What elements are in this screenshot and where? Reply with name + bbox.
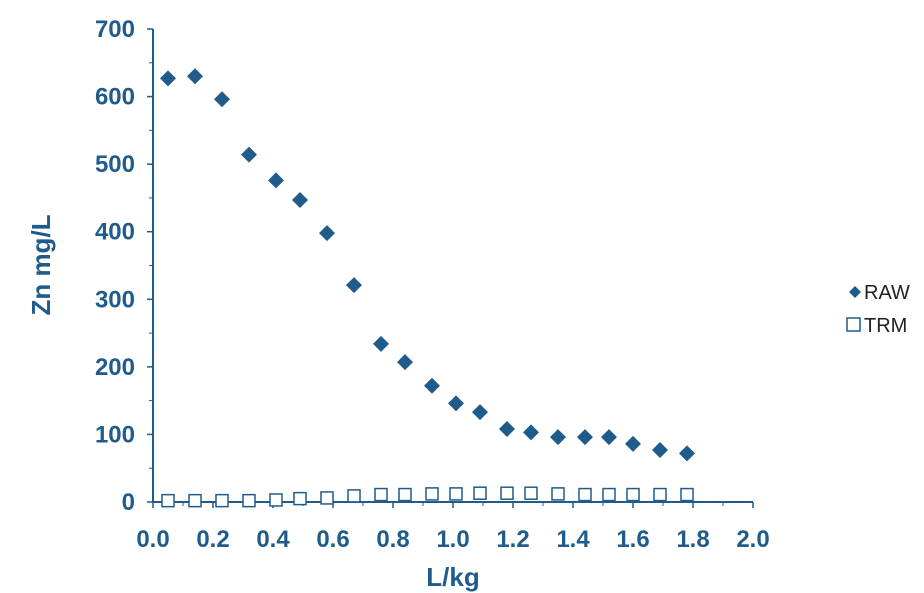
trm-point — [188, 493, 202, 508]
y-tick-labels: 0 100 200 300 400 500 600 700 — [95, 16, 135, 516]
raw-point — [550, 429, 566, 446]
trm-point — [215, 493, 229, 508]
raw-point — [448, 395, 464, 412]
x-tick-label: 0.2 — [196, 526, 229, 553]
trm-point — [320, 491, 334, 505]
y-tick-label: 300 — [95, 286, 135, 313]
x-tick-label: 0.0 — [136, 526, 169, 553]
trm-point — [653, 487, 667, 502]
y-tick-label: 0 — [122, 489, 135, 516]
raw-point — [346, 277, 362, 294]
x-tick-label: 0.4 — [256, 526, 290, 553]
trm-point — [425, 487, 439, 501]
trm-point — [398, 487, 412, 502]
raw-point — [523, 424, 539, 441]
x-tick-label: 0.8 — [376, 526, 409, 553]
y-tick-label: 600 — [95, 84, 135, 111]
y-tick-label: 200 — [95, 354, 135, 381]
raw-point — [214, 91, 230, 108]
y-tick-label: 700 — [95, 16, 135, 43]
raw-point — [652, 441, 668, 458]
y-tick-label: 100 — [95, 421, 135, 448]
y-tick-label: 500 — [95, 151, 135, 178]
trm-point — [293, 491, 307, 506]
y-axis-title: Zn mg/L — [26, 214, 56, 315]
trm-point — [269, 493, 283, 507]
x-tick-label: 1.8 — [676, 526, 709, 553]
trm-point — [449, 487, 463, 501]
raw-point — [319, 225, 335, 242]
raw-point — [160, 70, 176, 87]
x-axis-title: L/kg — [426, 562, 479, 592]
legend-diamond-marker — [849, 286, 861, 298]
x-tick-label: 2.0 — [736, 526, 769, 553]
trm-point — [524, 486, 538, 500]
raw-point — [373, 335, 389, 352]
raw-point — [292, 191, 308, 208]
trm-point — [347, 489, 361, 503]
axes — [147, 28, 754, 508]
raw-point — [397, 354, 413, 371]
x-tick-label: 0.6 — [316, 526, 349, 553]
raw-point — [241, 146, 257, 163]
legend-label-raw: RAW — [864, 282, 910, 304]
x-tick-label: 1.6 — [616, 526, 649, 553]
legend-square-marker — [846, 317, 861, 332]
legend-label-trm: TRM — [864, 315, 907, 337]
legend: RAW TRM — [846, 282, 910, 337]
x-tick-label: 1.4 — [556, 526, 590, 553]
raw-point — [679, 445, 695, 462]
raw-point — [472, 404, 488, 421]
trm-point — [161, 493, 175, 508]
raw-point — [499, 421, 515, 438]
raw-point — [577, 429, 593, 446]
raw-point — [268, 172, 284, 189]
trm-point — [242, 493, 256, 508]
trm-point — [374, 487, 388, 502]
legend-item-trm: TRM — [846, 315, 907, 337]
trm-point — [626, 487, 640, 502]
trm-point — [680, 487, 694, 502]
raw-point — [187, 68, 203, 85]
trm-point — [473, 486, 487, 500]
trm-point — [551, 487, 565, 501]
raw-point — [625, 435, 641, 452]
raw-point — [424, 377, 440, 394]
x-tick-label: 1.0 — [436, 526, 469, 553]
trm-point — [578, 487, 592, 502]
trm-point — [500, 486, 514, 500]
data-points — [160, 68, 695, 508]
trm-point — [602, 487, 616, 502]
raw-point — [601, 429, 617, 446]
x-tick-label: 1.2 — [496, 526, 529, 553]
legend-item-raw: RAW — [849, 282, 910, 304]
x-tick-labels: 0.0 0.2 0.4 0.6 0.8 1.0 1.2 1.4 1.6 1.8 2.0 — [136, 526, 769, 553]
y-tick-label: 400 — [95, 219, 135, 246]
